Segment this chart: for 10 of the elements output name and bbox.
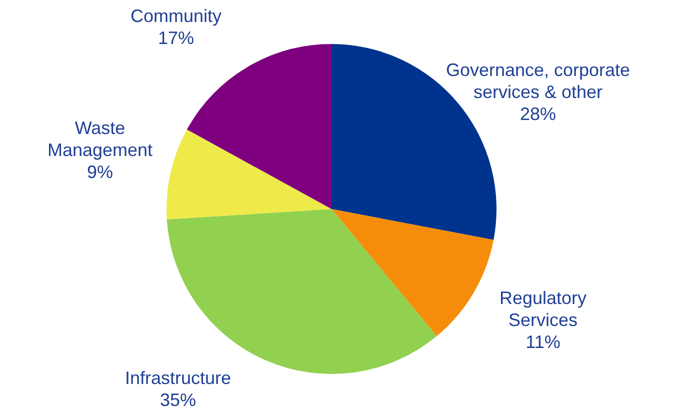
data-label: 9% xyxy=(86,162,114,182)
data-label: 11% xyxy=(526,332,560,352)
slice-label: Community xyxy=(130,6,222,26)
slice-label: Waste Management xyxy=(47,118,153,160)
data-label: 35% xyxy=(160,390,196,410)
slice-label: Infrastructure xyxy=(124,368,232,388)
data-label: 17% xyxy=(158,28,194,48)
slice-label: Regulatory Services xyxy=(499,288,587,330)
data-label: 28% xyxy=(520,104,556,124)
slice-label: Governance, corporate services & other xyxy=(446,60,630,102)
